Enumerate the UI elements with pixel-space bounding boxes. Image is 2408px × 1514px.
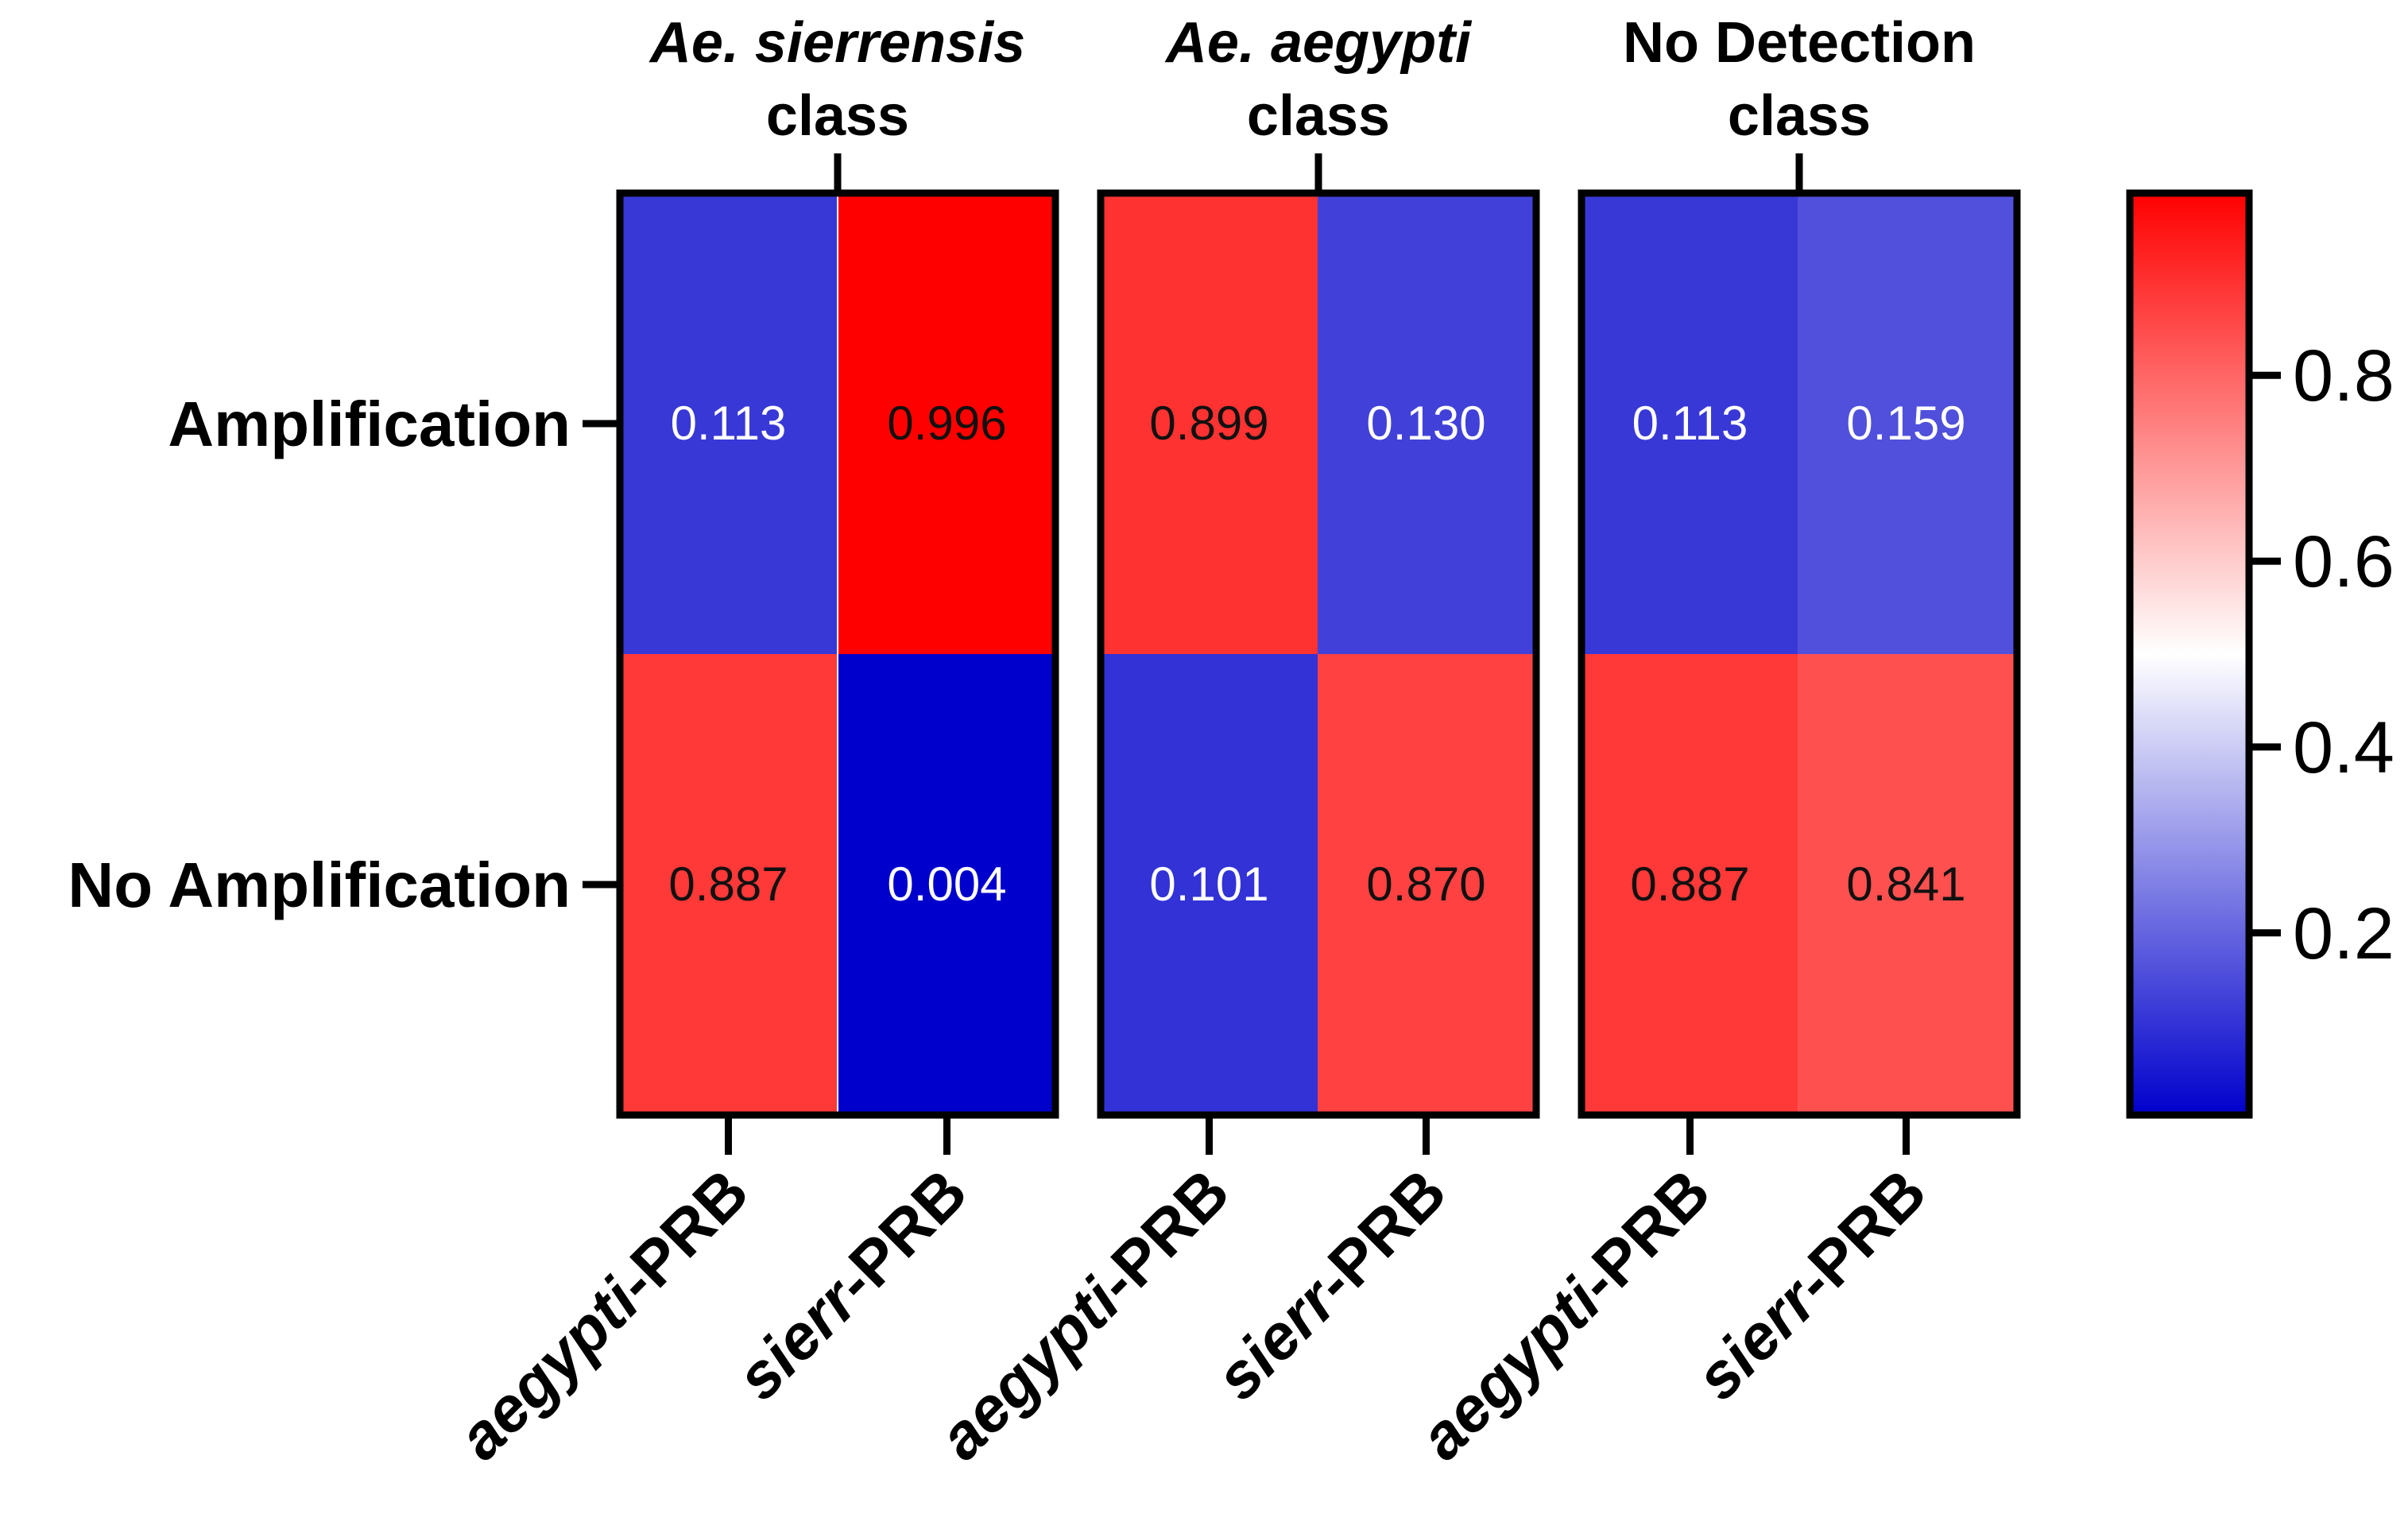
group-label-line2-2: class (1728, 84, 1871, 148)
heatmap-cell-r0-c4 (1581, 193, 1798, 654)
column-label-1: sierr-PRB (723, 1156, 981, 1413)
cell-value-label-r0-c2: 0.899 (1149, 397, 1268, 450)
cell-value-label-r1-c2: 0.101 (1149, 858, 1268, 911)
column-label-5: sierr-PRB (1682, 1156, 1940, 1413)
colorbar-tick-label-3: 0.8 (2293, 335, 2394, 416)
heatmap-cell-r1-c1 (838, 654, 1055, 1115)
cell-value-label-r1-c3: 0.870 (1366, 858, 1485, 911)
colorbar: 0.2 0.4 0.6 0.8 (2126, 189, 2394, 1119)
heatmap-cell-r1-c2 (1101, 654, 1318, 1115)
heatmap-cell-r0-c2 (1101, 193, 1318, 654)
heatmap-cells (620, 193, 2015, 1115)
heatmap-cell-r0-c3 (1318, 193, 1535, 654)
column-label-italic-0: aegypti (444, 1264, 652, 1473)
cell-value-label-r0-c5: 0.159 (1846, 397, 1965, 450)
row-label-0: Amplification (168, 389, 571, 459)
cell-value-label-r1-c5: 0.841 (1846, 858, 1965, 911)
colorbar-tick-label-2: 0.6 (2293, 521, 2394, 602)
column-label-0: aegypti-PRB (444, 1156, 761, 1473)
heatmap-cell-r1-c0 (620, 654, 837, 1115)
group-label-line1-1: Ae. aegypti (1164, 11, 1473, 75)
colorbar-tick-label-0: 0.2 (2293, 893, 2394, 974)
heatmap-frames (616, 153, 2021, 1155)
colorbar-tick-label-1: 0.4 (2293, 707, 2394, 788)
cell-value-label-r1-c4: 0.887 (1630, 858, 1749, 911)
colorbar-gradient (2126, 189, 2253, 1119)
heatmap-cell-r1-c4 (1581, 654, 1798, 1115)
cell-value-label-r1-c0: 0.887 (668, 858, 788, 911)
heatmap-cell-r1-c5 (1798, 654, 2015, 1115)
cell-value-label-r1-c1: 0.004 (887, 858, 1006, 911)
row-labels: Amplification No Amplification (68, 389, 620, 920)
group-label-line1-2: No Detection (1623, 11, 1976, 75)
cell-value-label-r0-c3: 0.130 (1366, 397, 1485, 450)
group-label-line2-1: class (1247, 84, 1390, 148)
column-labels: aegypti-PRBsierr-PRBaegypti-PRBsierr-PRB… (444, 1156, 1939, 1473)
heatmap-cell-r0-c0 (620, 193, 837, 654)
heatmap-cell-r1-c3 (1318, 654, 1535, 1115)
group-labels: Ae. sierrensis class Ae. aegypti class No De… (648, 11, 1976, 148)
column-label-3: sierr-PRB (1202, 1156, 1460, 1413)
heatmap-cell-r0-c5 (1798, 193, 2015, 654)
cell-value-label-r0-c1: 0.996 (887, 397, 1006, 450)
row-label-1: No Amplification (68, 850, 571, 920)
cell-value-labels: 0.113 0.996 0.899 0.130 0.113 0.159 0.887 0.004… (668, 397, 1965, 911)
column-label-italic-2: aegypti (925, 1264, 1133, 1473)
cell-value-label-r0-c4: 0.113 (1632, 397, 1748, 450)
cell-value-label-r0-c0: 0.113 (671, 397, 787, 450)
group-label-line2-0: class (766, 84, 909, 148)
group-label-line1-0: Ae. sierrensis (648, 11, 1025, 75)
column-label-italic-4: aegypti (1406, 1264, 1614, 1473)
heatmap-cell-r0-c1 (838, 193, 1055, 654)
